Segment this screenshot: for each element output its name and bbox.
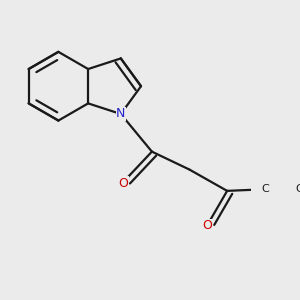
Text: C: C xyxy=(261,184,268,194)
Text: C: C xyxy=(295,184,300,194)
Text: N: N xyxy=(116,107,125,121)
Text: O: O xyxy=(202,219,212,232)
Text: O: O xyxy=(118,177,128,190)
